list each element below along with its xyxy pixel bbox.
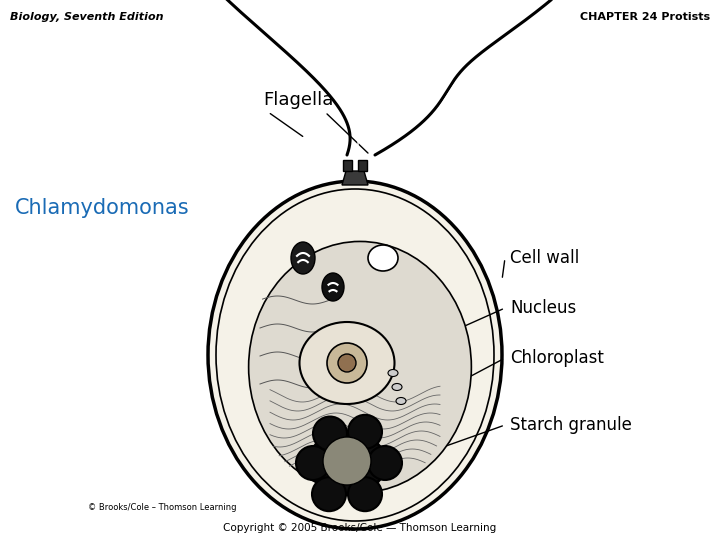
Polygon shape	[342, 171, 368, 185]
FancyBboxPatch shape	[358, 160, 367, 171]
Circle shape	[338, 354, 356, 372]
Circle shape	[313, 416, 347, 450]
Text: Cell wall: Cell wall	[510, 249, 580, 267]
Text: CHAPTER 24 Protists: CHAPTER 24 Protists	[580, 12, 710, 22]
Circle shape	[323, 437, 371, 485]
Text: Chloroplast: Chloroplast	[510, 349, 604, 367]
Ellipse shape	[291, 242, 315, 274]
FancyBboxPatch shape	[343, 160, 352, 171]
Ellipse shape	[300, 322, 395, 404]
Text: Copyright © 2005 Brooks/Cole — Thomson Learning: Copyright © 2005 Brooks/Cole — Thomson L…	[223, 523, 497, 533]
Text: © Brooks/Cole – Thomson Learning: © Brooks/Cole – Thomson Learning	[88, 503, 236, 512]
Ellipse shape	[248, 241, 472, 492]
Circle shape	[312, 477, 346, 511]
Ellipse shape	[322, 273, 344, 301]
Circle shape	[327, 343, 367, 383]
Text: Nucleus: Nucleus	[510, 299, 576, 317]
Circle shape	[368, 446, 402, 480]
Ellipse shape	[388, 369, 398, 376]
Text: Chlamydomonas: Chlamydomonas	[15, 198, 189, 218]
Ellipse shape	[368, 245, 398, 271]
Circle shape	[348, 415, 382, 449]
Ellipse shape	[396, 397, 406, 404]
Ellipse shape	[308, 432, 386, 494]
Ellipse shape	[208, 181, 502, 529]
Text: Biology, Seventh Edition: Biology, Seventh Edition	[10, 12, 163, 22]
Text: Starch granule: Starch granule	[510, 416, 632, 434]
Ellipse shape	[392, 383, 402, 390]
Circle shape	[348, 477, 382, 511]
Text: Flagella: Flagella	[263, 91, 333, 109]
Circle shape	[296, 446, 330, 480]
